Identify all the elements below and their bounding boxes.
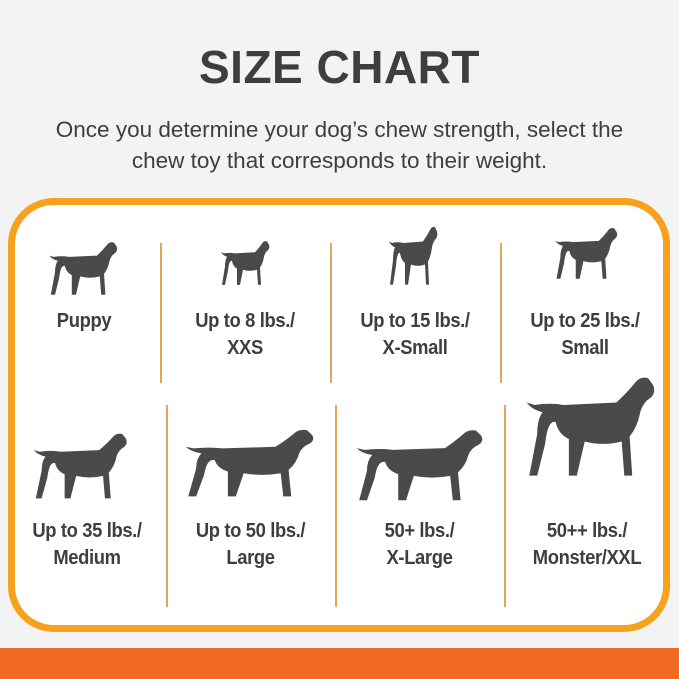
subtitle-line: chew toy that corresponds to their weigh…: [131, 148, 548, 173]
chihuahua-icon: [220, 236, 270, 286]
size-option-6: Up to 50 lbs./ Large: [166, 518, 335, 578]
divider: [330, 243, 332, 383]
size-class-label: Monster/XXL: [532, 547, 642, 569]
subtitle-line: Once you determine your dog’s chew stren…: [55, 117, 624, 142]
divider: [500, 243, 502, 383]
toy-terrier-icon: [388, 220, 438, 286]
labrador-icon: [183, 422, 315, 498]
divider: [166, 405, 168, 607]
size-option-5: Up to 35 lbs./ Medium: [8, 518, 166, 578]
size-weight-label: Up to 35 lbs./: [32, 520, 142, 542]
size-weight-label: Up to 8 lbs./: [195, 310, 295, 332]
size-class-label: Small: [561, 337, 609, 359]
size-option-3: Up to 15 lbs./ X-Small: [330, 308, 500, 368]
subtitle: Once you determine your dog’s chew stren…: [0, 114, 679, 176]
divider: [335, 405, 337, 607]
size-class-label: X-Small: [382, 337, 448, 359]
size-class-label: Large: [226, 547, 275, 569]
puppy-icon: [48, 236, 118, 296]
size-option-8: 50++ lbs./ Monster/XXL: [504, 518, 670, 578]
great-dane-icon: [524, 366, 656, 478]
size-option-4: Up to 25 lbs./ Small: [500, 308, 670, 368]
size-option-7: 50+ lbs./ X-Large: [335, 518, 504, 578]
size-weight-label: 50+ lbs./: [384, 520, 455, 542]
size-weight-label: Puppy: [56, 310, 112, 332]
size-weight-label: Up to 15 lbs./: [360, 310, 470, 332]
size-class-label: X-Large: [386, 547, 453, 569]
size-class-label: XXS: [227, 337, 263, 359]
footer-bar: [0, 648, 679, 679]
size-class-label: Medium: [53, 547, 121, 569]
divider: [160, 243, 162, 383]
size-option-2: Up to 8 lbs./ XXS: [160, 308, 330, 368]
beagle-icon: [32, 426, 128, 500]
size-weight-label: Up to 50 lbs./: [195, 520, 306, 542]
size-weight-label: 50++ lbs./: [546, 520, 628, 542]
shepherd-icon: [354, 422, 484, 502]
size-weight-label: Up to 25 lbs./: [530, 310, 640, 332]
scottish-terrier-icon: [554, 222, 618, 280]
size-option-1: Puppy: [8, 308, 160, 368]
divider: [504, 405, 506, 607]
page-title: SIZE CHART: [199, 41, 480, 93]
